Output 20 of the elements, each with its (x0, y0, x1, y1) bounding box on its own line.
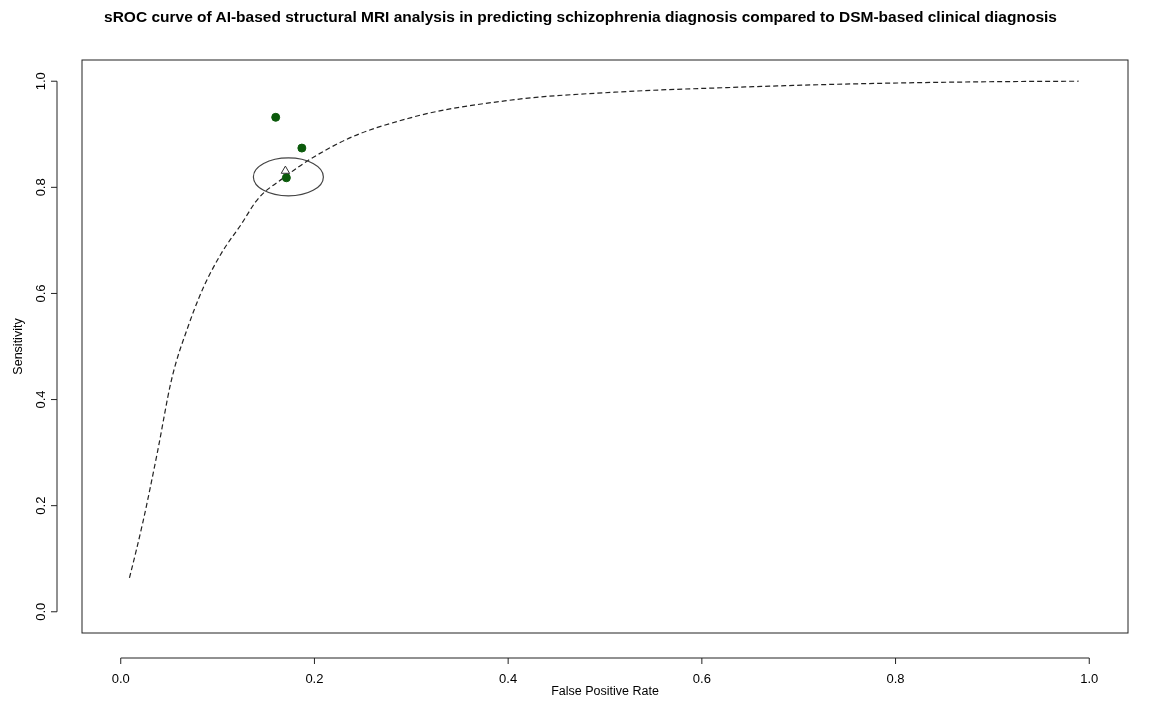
y-tick-label: 1.0 (33, 72, 48, 91)
y-tick-label: 0.0 (33, 602, 48, 621)
y-tick-label: 0.2 (33, 496, 48, 515)
x-tick-label: 0.4 (499, 671, 518, 686)
y-axis-title: Sensitivity (11, 317, 25, 375)
x-tick-label: 0.0 (111, 671, 130, 686)
chart-title: sROC curve of AI-based structural MRI analysis in predicting schizophrenia diagnosis compared to DSM-based clinical diagnosis (104, 8, 1057, 25)
y-tick-label: 0.6 (33, 284, 48, 303)
x-tick-label: 0.6 (692, 671, 711, 686)
y-tick-label: 0.4 (33, 390, 48, 409)
point (280, 165, 291, 174)
point (271, 112, 281, 122)
x-tick-label: 0.8 (886, 671, 905, 686)
y-tick-label: 0.8 (33, 178, 48, 197)
line-series (128, 80, 1080, 579)
point (297, 143, 307, 153)
x-axis-title: False Positive Rate (551, 684, 659, 698)
x-tick-label: 1.0 (1080, 671, 1099, 686)
point (281, 173, 291, 183)
x-tick-label: 0.2 (305, 671, 324, 686)
